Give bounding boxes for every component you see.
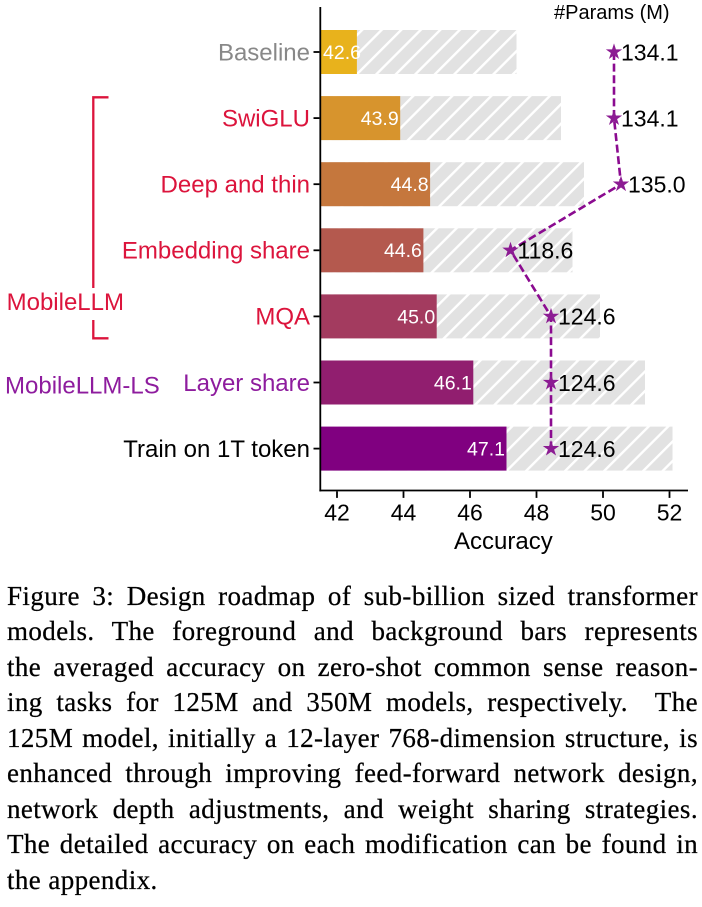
svg-text:134.1: 134.1 <box>621 39 679 65</box>
svg-text:46: 46 <box>457 500 483 526</box>
svg-text:44.8: 44.8 <box>391 174 429 196</box>
svg-text:124.6: 124.6 <box>558 436 616 462</box>
svg-text:124.6: 124.6 <box>558 370 616 396</box>
svg-text:MobileLLM: MobileLLM <box>7 289 124 316</box>
svg-text:SwiGLU: SwiGLU <box>222 105 310 132</box>
svg-text:#Params (M): #Params (M) <box>554 2 670 24</box>
svg-text:MobileLLM-LS: MobileLLM-LS <box>5 373 160 400</box>
svg-text:42.6: 42.6 <box>323 42 361 64</box>
svg-text:45.0: 45.0 <box>397 306 435 328</box>
svg-text:Embedding share: Embedding share <box>122 238 310 265</box>
svg-text:134.1: 134.1 <box>621 105 679 131</box>
svg-text:47.1: 47.1 <box>467 439 505 461</box>
svg-text:Baseline: Baseline <box>218 39 310 66</box>
svg-text:Layer share: Layer share <box>183 370 310 397</box>
svg-text:44: 44 <box>391 500 417 526</box>
svg-text:Train on 1T token: Train on 1T token <box>123 436 310 463</box>
svg-text:43.9: 43.9 <box>361 108 399 130</box>
svg-text:48: 48 <box>524 500 550 526</box>
svg-text:118.6: 118.6 <box>518 238 574 264</box>
svg-text:44.6: 44.6 <box>384 240 422 262</box>
svg-text:124.6: 124.6 <box>558 304 616 330</box>
svg-text:46.1: 46.1 <box>434 372 472 394</box>
svg-text:Deep and thin: Deep and thin <box>161 172 310 199</box>
svg-text:42: 42 <box>324 500 350 526</box>
svg-text:50: 50 <box>590 500 616 526</box>
svg-text:52: 52 <box>657 500 683 526</box>
svg-text:MQA: MQA <box>255 304 310 331</box>
svg-text:Accuracy: Accuracy <box>454 528 553 555</box>
svg-text:135.0: 135.0 <box>628 172 686 198</box>
